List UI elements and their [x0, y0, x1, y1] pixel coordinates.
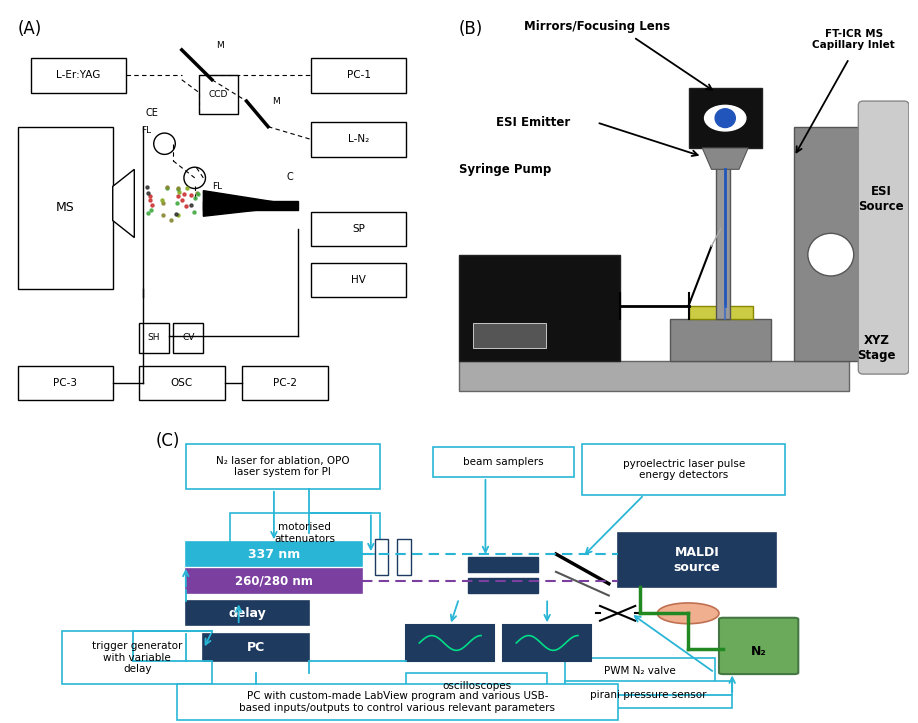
- Text: 337 nm: 337 nm: [248, 547, 300, 560]
- Bar: [185, 569, 362, 593]
- Bar: [688, 306, 753, 319]
- Text: PC: PC: [247, 641, 265, 654]
- Bar: [688, 88, 762, 148]
- Text: (A): (A): [17, 20, 42, 38]
- Bar: [468, 557, 503, 572]
- Bar: [139, 366, 225, 400]
- Text: N₂ laser for ablation, OPO
laser system for PI: N₂ laser for ablation, OPO laser system …: [216, 455, 350, 477]
- Text: delay: delay: [229, 607, 266, 620]
- Bar: [311, 122, 406, 157]
- Text: pirani pressure sensor: pirani pressure sensor: [590, 690, 707, 700]
- Text: (B): (B): [459, 20, 483, 38]
- Text: trigger generator
with variable
delay: trigger generator with variable delay: [92, 641, 183, 675]
- Ellipse shape: [705, 106, 746, 131]
- Text: FL: FL: [141, 127, 151, 135]
- Text: PC-2: PC-2: [274, 377, 297, 388]
- Text: N₂: N₂: [751, 646, 767, 659]
- Polygon shape: [702, 148, 748, 169]
- Text: pyroelectric laser pulse
energy detectors: pyroelectric laser pulse energy detector…: [622, 459, 744, 480]
- Text: Mirrors/Focusing Lens: Mirrors/Focusing Lens: [523, 20, 670, 33]
- Bar: [204, 201, 298, 210]
- Bar: [185, 445, 380, 489]
- FancyBboxPatch shape: [858, 101, 909, 374]
- Bar: [204, 634, 309, 661]
- Text: OSC: OSC: [171, 377, 193, 388]
- Text: L-Er:YAG: L-Er:YAG: [56, 70, 100, 80]
- Text: PC with custom-made LabView program and various USB-
based inputs/outputs to con: PC with custom-made LabView program and …: [240, 691, 555, 713]
- Bar: [503, 625, 591, 661]
- Circle shape: [715, 108, 735, 127]
- Bar: [242, 366, 329, 400]
- Bar: [139, 323, 169, 353]
- Bar: [199, 75, 238, 114]
- Text: L-N₂: L-N₂: [348, 134, 369, 145]
- Bar: [311, 212, 406, 246]
- Bar: [397, 539, 410, 575]
- Bar: [62, 631, 212, 685]
- Bar: [565, 658, 714, 685]
- Bar: [503, 557, 538, 572]
- Text: M: M: [273, 97, 280, 106]
- Bar: [17, 127, 113, 288]
- Bar: [230, 513, 380, 554]
- Bar: [473, 323, 546, 348]
- Bar: [311, 263, 406, 297]
- Bar: [311, 59, 406, 93]
- Circle shape: [808, 234, 854, 276]
- Bar: [468, 578, 503, 593]
- Text: beam samplers: beam samplers: [463, 457, 543, 467]
- Circle shape: [657, 603, 719, 624]
- Bar: [17, 366, 113, 400]
- Text: CCD: CCD: [208, 90, 229, 99]
- Text: SP: SP: [353, 224, 365, 234]
- Text: oscilloscopes: oscilloscopes: [442, 681, 511, 691]
- Polygon shape: [204, 191, 298, 216]
- Text: MS: MS: [56, 201, 74, 214]
- Text: SH: SH: [148, 333, 160, 342]
- Bar: [432, 448, 574, 477]
- Text: C: C: [286, 172, 293, 182]
- Bar: [670, 319, 771, 362]
- Text: M: M: [217, 41, 224, 50]
- Text: motorised
attenuators: motorised attenuators: [274, 523, 335, 544]
- Text: PWM N₂ valve: PWM N₂ valve: [604, 666, 676, 676]
- Bar: [794, 127, 868, 362]
- Text: ESI Emitter: ESI Emitter: [496, 116, 570, 129]
- Bar: [185, 602, 309, 625]
- Polygon shape: [113, 169, 134, 238]
- Text: MALDI
source: MALDI source: [674, 546, 721, 574]
- Text: (C): (C): [156, 432, 180, 450]
- Text: FL: FL: [212, 182, 222, 191]
- Bar: [185, 542, 362, 566]
- Text: Syringe Pump: Syringe Pump: [459, 163, 551, 176]
- Text: PC-3: PC-3: [53, 377, 77, 388]
- Bar: [31, 59, 126, 93]
- Bar: [565, 682, 733, 709]
- Bar: [716, 148, 730, 319]
- Text: PC-1: PC-1: [347, 70, 371, 80]
- Bar: [618, 534, 777, 586]
- Text: XYZ
Stage: XYZ Stage: [857, 335, 896, 362]
- Bar: [406, 672, 547, 699]
- Bar: [503, 578, 538, 593]
- Bar: [406, 625, 494, 661]
- Bar: [582, 445, 785, 495]
- Bar: [375, 539, 388, 575]
- FancyBboxPatch shape: [719, 617, 799, 674]
- Bar: [459, 254, 620, 362]
- Text: HV: HV: [352, 275, 366, 286]
- Text: CE: CE: [145, 108, 158, 118]
- Text: CV: CV: [182, 333, 195, 342]
- Text: FT-ICR MS
Capillary Inlet: FT-ICR MS Capillary Inlet: [812, 29, 895, 50]
- Bar: [174, 323, 204, 353]
- Bar: [459, 362, 849, 391]
- Text: 260/280 nm: 260/280 nm: [235, 574, 313, 587]
- Text: ESI
Source: ESI Source: [858, 185, 904, 213]
- Bar: [177, 685, 618, 720]
